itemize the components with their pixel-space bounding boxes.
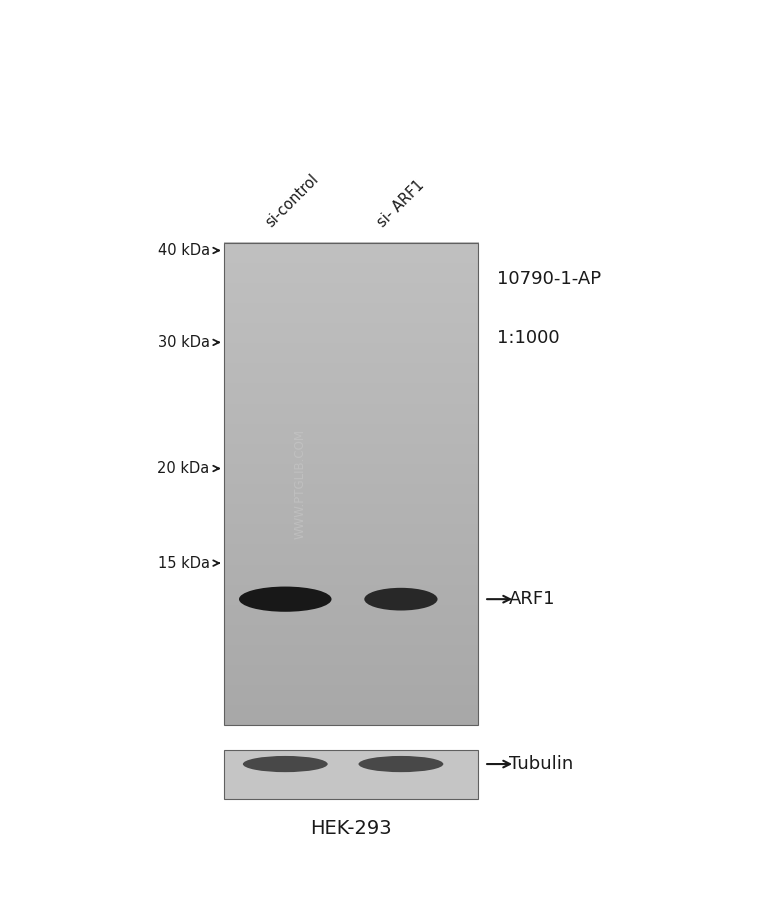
Text: ARF1: ARF1 <box>509 590 555 608</box>
Ellipse shape <box>239 587 332 612</box>
Text: si- ARF1: si- ARF1 <box>375 177 428 230</box>
Text: HEK-293: HEK-293 <box>310 819 392 839</box>
Text: WWW.PTGLIB.COM: WWW.PTGLIB.COM <box>294 429 306 540</box>
Text: 1:1000: 1:1000 <box>497 329 560 347</box>
Text: 40 kDa: 40 kDa <box>157 243 210 258</box>
Ellipse shape <box>243 756 328 772</box>
Ellipse shape <box>364 587 438 611</box>
Ellipse shape <box>359 756 443 772</box>
Text: 10790-1-AP: 10790-1-AP <box>497 270 601 288</box>
Text: Tubulin: Tubulin <box>509 755 573 773</box>
Text: 15 kDa: 15 kDa <box>158 556 210 570</box>
Text: 20 kDa: 20 kDa <box>157 461 210 476</box>
Bar <box>224 243 478 725</box>
Text: si-control: si-control <box>263 171 322 230</box>
Bar <box>224 750 478 799</box>
Text: 30 kDa: 30 kDa <box>158 335 210 350</box>
